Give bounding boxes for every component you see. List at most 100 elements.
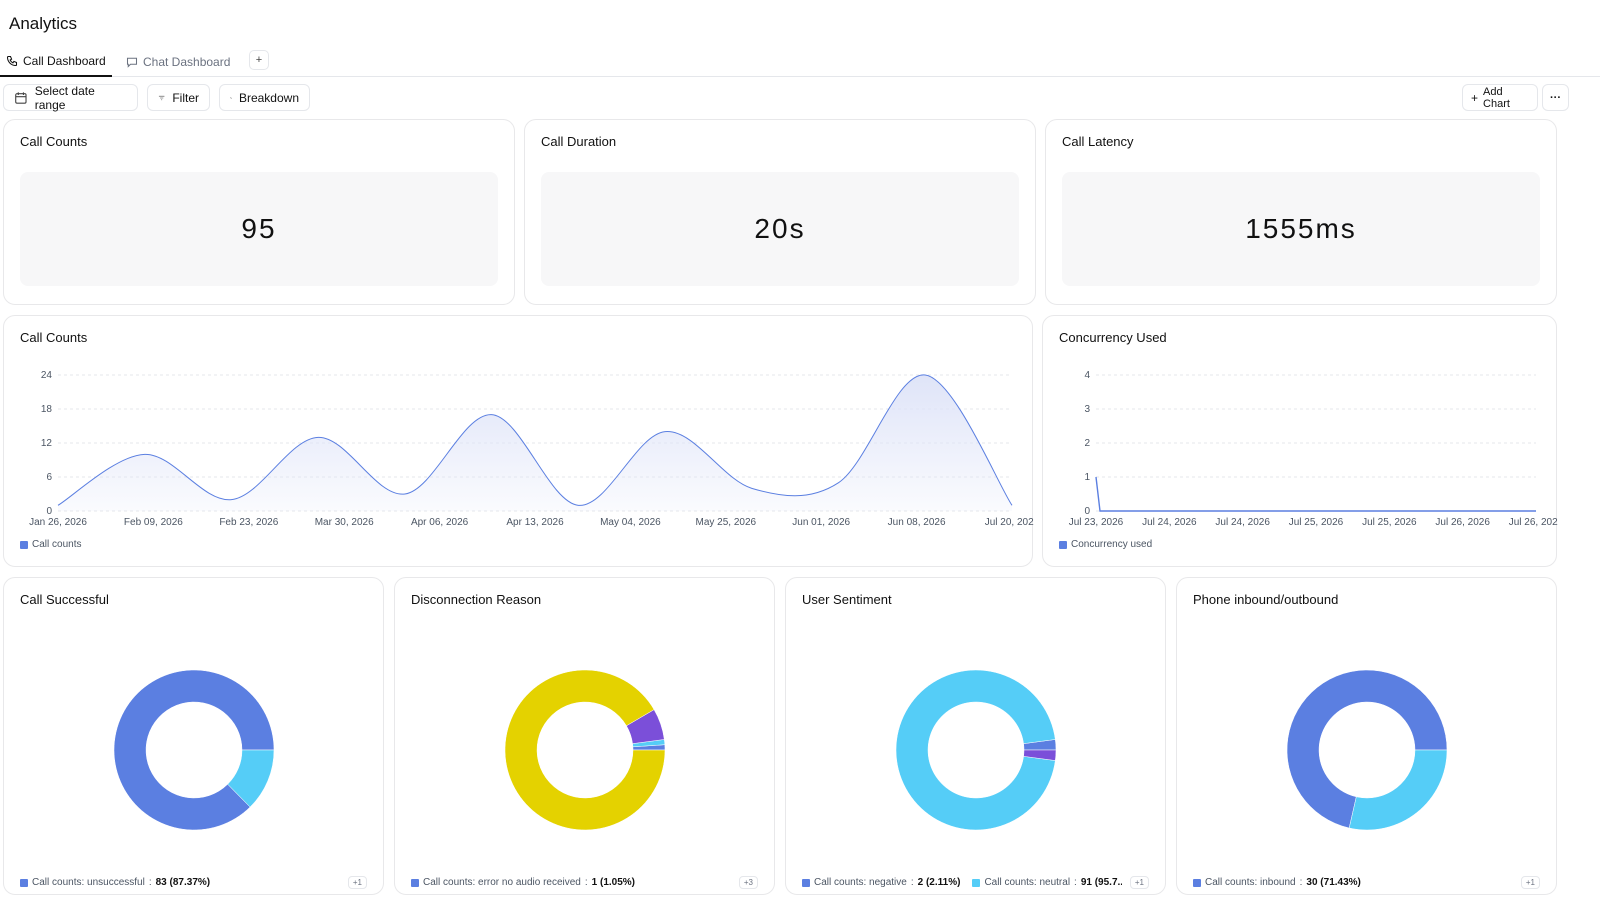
tab-label: Call Dashboard xyxy=(23,53,106,68)
card-title: Concurrency Used xyxy=(1059,330,1167,345)
user-sentiment-donut-chart xyxy=(895,669,1057,831)
legend-label: Call counts: error no audio received xyxy=(423,877,581,888)
breakdown-button[interactable]: Breakdown xyxy=(219,84,310,111)
series-line-concurrency-used xyxy=(1095,476,1536,512)
date-range-label: Select date range xyxy=(34,83,95,112)
x-tick-label: Apr 13, 2026 xyxy=(506,517,564,528)
card-title: User Sentiment xyxy=(802,592,892,607)
more-icon: ··· xyxy=(1550,91,1561,104)
x-tick-label: Jul 26, 2026 xyxy=(1509,517,1558,528)
chart-legend: Call counts: negative: 2 (2.11%) Call co… xyxy=(802,877,1122,888)
card-title: Call Counts xyxy=(20,134,88,149)
chart-legend: Call counts: unsuccessful: 83 (87.37%) xyxy=(20,877,210,888)
legend-swatch xyxy=(972,878,981,887)
x-tick-label: Feb 09, 2026 xyxy=(124,517,183,528)
legend-value: 1 (1.05%) xyxy=(591,877,636,888)
legend-label: Concurrency used xyxy=(1071,539,1153,550)
x-tick-label: Jul 20, 2026 xyxy=(985,517,1034,528)
x-tick-label: Feb 23, 2026 xyxy=(219,517,278,528)
card-title: Disconnection Reason xyxy=(411,592,542,607)
y-tick-label: 2 xyxy=(1084,438,1090,449)
legend-item: Call counts: error no audio received: 1 … xyxy=(411,877,635,888)
legend-value: 30 (71.43%) xyxy=(1306,877,1361,888)
x-tick-label: Jul 25, 2026 xyxy=(1362,517,1417,528)
legend-more-button[interactable]: +1 xyxy=(1129,876,1149,889)
legend-swatch xyxy=(411,878,419,887)
x-tick-label: Jul 25, 2026 xyxy=(1289,517,1344,528)
pie-slice xyxy=(1023,749,1057,761)
chart-card-user-sentiment: User Sentiment Call counts: negative: 2 … xyxy=(785,577,1166,895)
legend-item: Call counts: unsuccessful: 83 (87.37%) xyxy=(20,877,210,888)
stat-value: 1555ms xyxy=(1062,172,1540,286)
legend-item: Call counts: inbound: 30 (71.43%) xyxy=(1193,877,1361,888)
page-title: Analytics xyxy=(9,14,78,33)
date-range-button[interactable]: Select date range xyxy=(3,83,138,112)
x-tick-label: May 04, 2026 xyxy=(600,517,661,528)
stat-value: 20s xyxy=(541,172,1019,286)
legend-more-button[interactable]: +1 xyxy=(1520,876,1540,889)
x-tick-label: Jul 23, 2026 xyxy=(1069,517,1124,528)
tab-chat-dashboard[interactable]: Chat Dashboard xyxy=(120,46,236,77)
legend-value: 91 (95.7... xyxy=(1080,877,1122,888)
legend-value: 83 (87.37%) xyxy=(155,877,211,888)
x-tick-label: Apr 06, 2026 xyxy=(411,517,469,528)
y-tick-label: 0 xyxy=(1084,506,1090,517)
pie-slice xyxy=(227,749,275,808)
x-tick-label: Jul 26, 2026 xyxy=(1435,517,1490,528)
legend-label: Call counts: neutral xyxy=(984,877,1071,888)
y-tick-label: 18 xyxy=(41,404,53,415)
add-tab-button[interactable]: + xyxy=(249,50,269,70)
y-tick-label: 4 xyxy=(1084,370,1090,381)
legend-swatch xyxy=(1059,540,1067,549)
concurrency-line-chart: 0 1 2 3 4 Jul 23, 2026 Jul 24, 2026 Jul 24, 202… xyxy=(1069,370,1558,528)
chart-card-call-counts: Call Counts 0 6 12 18 24 Jan 26, 2026 Feb 09, … xyxy=(3,315,1034,567)
legend-item: Call counts: neutral: 91 (95.7... xyxy=(972,877,1122,888)
chart-card-call-successful: Call Successful Call counts: unsuccessfu… xyxy=(3,577,384,895)
calendar-icon xyxy=(15,91,27,104)
pie-slice xyxy=(113,669,275,831)
dashboard-tabs: Call Dashboard Chat Dashboard + xyxy=(0,46,1600,77)
legend-item: Call counts: negative: 2 (2.11%) xyxy=(802,877,960,888)
pie-slice xyxy=(1348,749,1448,831)
phone-icon xyxy=(6,55,18,66)
pie-slice xyxy=(1286,669,1448,829)
breakdown-label: Breakdown xyxy=(238,90,299,105)
x-tick-label: May 25, 2026 xyxy=(695,517,756,528)
breakdown-icon xyxy=(230,96,232,99)
tab-label: Chat Dashboard xyxy=(143,54,231,69)
legend-label: Call counts: negative xyxy=(814,877,907,888)
x-tick-label: Jun 01, 2026 xyxy=(792,517,850,528)
y-tick-label: 24 xyxy=(41,370,53,381)
legend-value: 2 (2.11%) xyxy=(917,877,961,888)
chart-legend: Concurrency used xyxy=(1059,539,1152,550)
chart-legend: Call counts: error no audio received: 1 … xyxy=(411,877,635,888)
card-title: Call Latency xyxy=(1062,134,1134,149)
phone-direction-donut-chart xyxy=(1286,669,1448,831)
legend-swatch xyxy=(20,878,28,887)
y-tick-label: 0 xyxy=(46,506,52,517)
x-tick-label: Jun 08, 2026 xyxy=(888,517,946,528)
pie-slice xyxy=(895,669,1056,831)
disconnection-reason-donut-chart xyxy=(504,669,666,831)
more-options-button[interactable]: ··· xyxy=(1542,84,1569,111)
stat-value: 95 xyxy=(20,172,498,286)
filter-label: Filter xyxy=(172,90,199,105)
add-chart-button[interactable]: + Add Chart xyxy=(1462,84,1538,111)
legend-swatch xyxy=(20,540,28,549)
legend-label: Call counts: unsuccessful xyxy=(32,877,145,888)
card-title: Call Counts xyxy=(20,330,88,345)
filter-icon xyxy=(158,95,165,100)
call-successful-donut-chart xyxy=(113,669,275,831)
legend-more-button[interactable]: +1 xyxy=(347,876,367,889)
y-tick-label: 6 xyxy=(46,472,52,483)
tab-call-dashboard[interactable]: Call Dashboard xyxy=(0,46,112,77)
plus-icon: + xyxy=(1471,90,1479,105)
filter-button[interactable]: Filter xyxy=(147,84,210,111)
y-tick-label: 12 xyxy=(41,438,53,449)
pie-slice xyxy=(504,669,666,831)
chat-icon xyxy=(126,57,138,68)
chart-card-phone-inbound-outbound: Phone inbound/outbound Call counts: inbo… xyxy=(1176,577,1557,895)
chart-legend: Call counts: inbound: 30 (71.43%) xyxy=(1193,877,1361,888)
stat-card-call-latency: Call Latency 1555ms xyxy=(1045,119,1557,305)
legend-more-button[interactable]: +3 xyxy=(738,876,758,889)
